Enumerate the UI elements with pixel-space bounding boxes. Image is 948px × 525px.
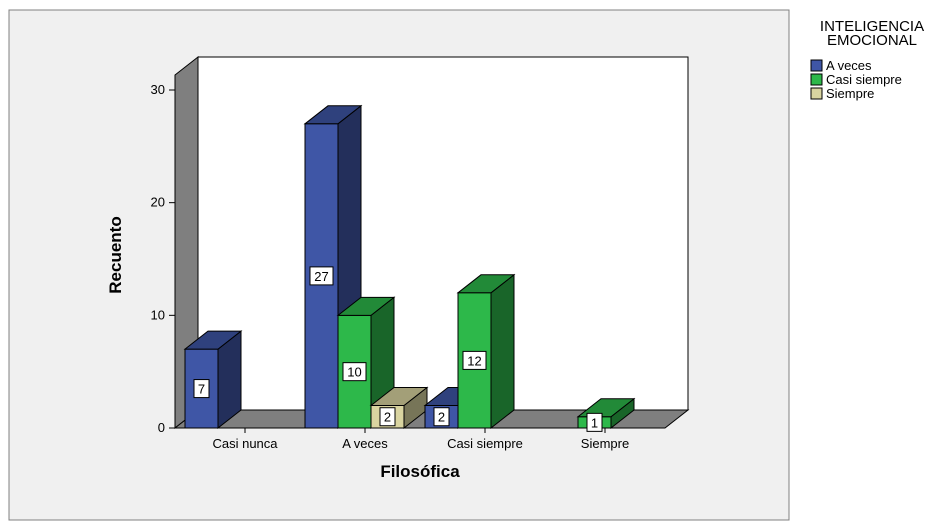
legend-swatch xyxy=(810,59,823,72)
data-label: 7 xyxy=(193,379,210,399)
bar-top xyxy=(303,105,363,125)
x-axis-title: Filosófica xyxy=(380,462,460,481)
data-labels: 7 27 10 2 2 12 1 xyxy=(193,266,603,432)
data-label: 1 xyxy=(586,412,603,432)
data-label-box xyxy=(193,379,210,399)
data-label: 2 xyxy=(379,407,396,427)
bar-top xyxy=(456,274,516,294)
x-tick-label: Casi siempre xyxy=(447,436,523,451)
y-axis-title: Recuento xyxy=(106,216,125,293)
data-label-box xyxy=(379,407,396,427)
x-tick-label: Casi nunca xyxy=(212,436,278,451)
data-label-text: 10 xyxy=(347,365,361,380)
data-label-text: 7 xyxy=(198,382,205,397)
data-label-box xyxy=(342,362,367,382)
legend-item: A veces xyxy=(810,58,872,73)
data-label: 27 xyxy=(309,266,334,286)
x-tick-label: Siempre xyxy=(581,436,629,451)
bar xyxy=(369,386,429,430)
back-wall xyxy=(197,56,689,411)
data-label: 2 xyxy=(433,407,450,427)
legend-item: Casi siempre xyxy=(810,72,902,87)
data-label-box xyxy=(462,350,487,370)
data-label-text: 1 xyxy=(591,415,598,430)
data-label: 10 xyxy=(342,362,367,382)
data-label-box xyxy=(309,266,334,286)
legend-label: Siempre xyxy=(826,86,874,101)
data-label-text: 2 xyxy=(384,410,391,425)
y-tick-label: 0 xyxy=(158,420,165,435)
bar-top xyxy=(336,296,396,316)
bar-side xyxy=(490,273,515,430)
legend-label: Casi siempre xyxy=(826,72,902,87)
plot-area: 0 10 20 30 Recuento Casi nunca A veces Casi sie… xyxy=(106,55,690,481)
x-tick-label: A veces xyxy=(342,436,388,451)
legend-title-line: EMOCIONAL xyxy=(827,32,917,49)
legend-item: Siempre xyxy=(810,86,874,101)
legend-swatch xyxy=(810,73,823,86)
legend-title: INTELIGENCIA EMOCIONAL xyxy=(820,18,924,49)
y-tick-label: 10 xyxy=(151,307,165,322)
legend-label: A veces xyxy=(826,58,872,73)
data-label-box xyxy=(586,412,603,432)
data-label-text: 27 xyxy=(314,269,328,284)
bar-top xyxy=(369,386,429,406)
legend-title-line: INTELIGENCIA xyxy=(820,18,924,35)
legend-swatch xyxy=(810,87,823,100)
y-tick-label: 20 xyxy=(151,195,165,210)
y-tick-label: 30 xyxy=(151,82,165,97)
bar xyxy=(456,273,516,430)
data-label-text: 2 xyxy=(438,410,445,425)
bar xyxy=(183,330,243,430)
data-label: 12 xyxy=(462,350,487,370)
data-label-box xyxy=(433,407,450,427)
bar-top xyxy=(183,330,243,350)
data-label-text: 12 xyxy=(467,353,481,368)
